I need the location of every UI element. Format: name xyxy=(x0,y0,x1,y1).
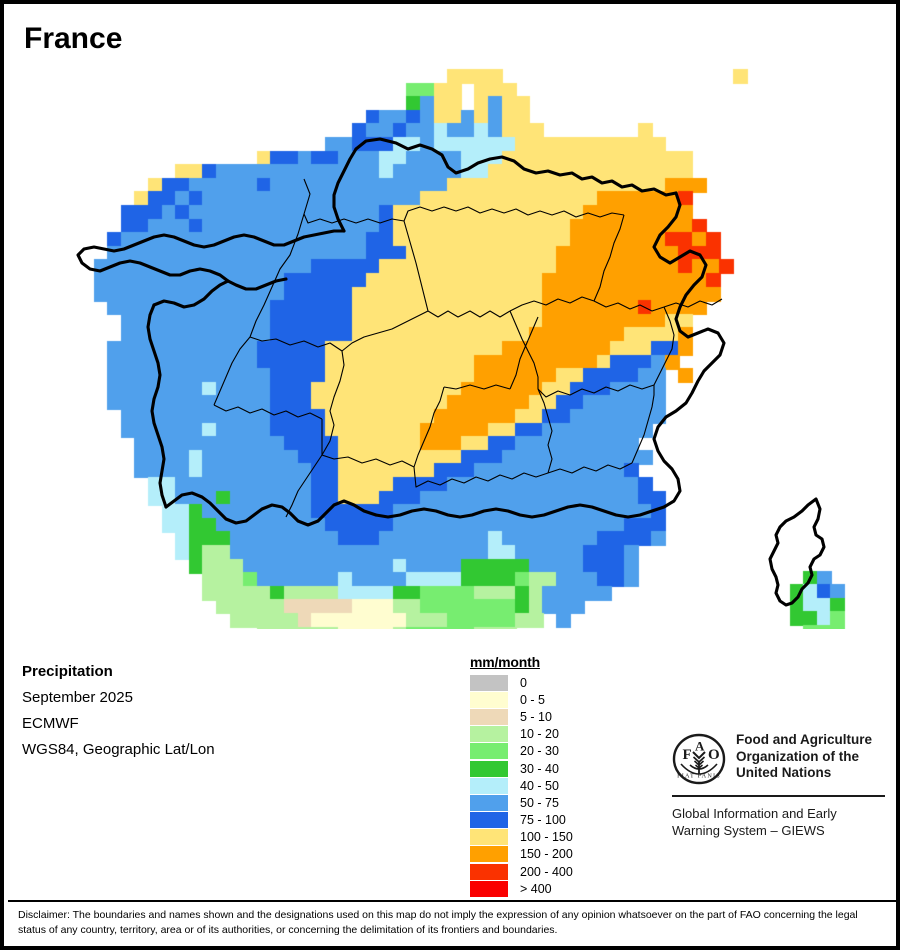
legend-row: 0 - 5 xyxy=(470,691,573,708)
svg-text:F: F xyxy=(683,747,692,763)
legend-swatch xyxy=(470,726,508,743)
legend-row: 200 - 400 xyxy=(470,863,573,880)
giews-system-name: Global Information and Early Warning Sys… xyxy=(672,805,887,839)
legend-swatch xyxy=(470,691,508,708)
legend-row: 50 - 75 xyxy=(470,794,573,811)
legend-label: 150 - 200 xyxy=(520,847,573,862)
fao-logo-icon: F A O FIAT PANIS xyxy=(672,732,726,786)
legend-label: 0 - 5 xyxy=(520,692,546,707)
legend-swatch xyxy=(470,743,508,760)
giews-line-2: Warning System – GIEWS xyxy=(672,823,825,838)
fao-name-line-2: Organization of the xyxy=(736,748,859,764)
legend-swatch xyxy=(470,812,508,829)
fao-organization-name: Food and Agriculture Organization of the… xyxy=(736,732,872,782)
corsica-outline xyxy=(768,497,826,607)
legend-row: 0 xyxy=(470,674,573,691)
legend-row: > 400 xyxy=(470,880,573,897)
disclaimer-text: Disclaimer: The boundaries and names sho… xyxy=(18,909,858,936)
legend-label: 50 - 75 xyxy=(520,795,559,810)
legend-label: 10 - 20 xyxy=(520,727,559,742)
info-source: ECMWF xyxy=(22,715,79,732)
legend-label: 75 - 100 xyxy=(520,813,566,828)
fao-name-line-3: United Nations xyxy=(736,765,832,780)
giews-line-1: Global Information and Early xyxy=(672,806,837,821)
boundaries-vector-layer xyxy=(76,137,826,607)
legend-row: 10 - 20 xyxy=(470,726,573,743)
info-period: September 2025 xyxy=(22,689,133,706)
legend-row: 5 - 10 xyxy=(470,708,573,725)
legend-label: 30 - 40 xyxy=(520,761,559,776)
legend-label: 0 xyxy=(520,675,527,690)
page-title: France xyxy=(24,22,123,55)
legend-row: 100 - 150 xyxy=(470,829,573,846)
fao-name-line-1: Food and Agriculture xyxy=(736,732,872,747)
legend-swatch xyxy=(470,880,508,897)
legend-swatch xyxy=(470,794,508,811)
legend-label: 40 - 50 xyxy=(520,778,559,793)
region-boundaries xyxy=(213,178,723,518)
legend-row: 150 - 200 xyxy=(470,846,573,863)
legend-swatch xyxy=(470,777,508,794)
national-boundary xyxy=(76,137,726,527)
info-variable: Precipitation xyxy=(22,663,113,680)
legend-row: 30 - 40 xyxy=(470,760,573,777)
legend-swatch xyxy=(470,846,508,863)
legend-row: 40 - 50 xyxy=(470,777,573,794)
legend-title: mm/month xyxy=(470,654,540,670)
legend-swatch xyxy=(470,863,508,880)
map-viewport[interactable] xyxy=(4,59,896,629)
info-projection: WGS84, Geographic Lat/Lon xyxy=(22,741,215,758)
fao-branding-block: F A O FIAT PANIS Food and Agriculture Or… xyxy=(672,732,887,839)
legend: mm/month 0 0 - 5 5 - 10 10 - 20 20 - 30 30 - … xyxy=(470,654,573,897)
legend-label: 200 - 400 xyxy=(520,864,573,879)
map-info-block: Precipitation September 2025 ECMWF WGS84… xyxy=(22,659,422,763)
svg-text:FIAT PANIS: FIAT PANIS xyxy=(677,773,721,780)
legend-label: 20 - 30 xyxy=(520,744,559,759)
legend-label: > 400 xyxy=(520,881,552,896)
fao-divider xyxy=(672,795,885,797)
disclaimer-divider xyxy=(8,900,896,902)
legend-swatch xyxy=(470,760,508,777)
legend-swatch xyxy=(470,674,508,691)
legend-label: 100 - 150 xyxy=(520,830,573,845)
svg-text:A: A xyxy=(695,739,705,754)
legend-row: 75 - 100 xyxy=(470,812,573,829)
legend-swatch xyxy=(470,708,508,725)
legend-swatch xyxy=(470,829,508,846)
svg-text:O: O xyxy=(708,747,720,763)
legend-row: 20 - 30 xyxy=(470,743,573,760)
legend-rows: 0 0 - 5 5 - 10 10 - 20 20 - 30 30 - 40 40 - 50… xyxy=(470,674,573,897)
legend-label: 5 - 10 xyxy=(520,709,552,724)
